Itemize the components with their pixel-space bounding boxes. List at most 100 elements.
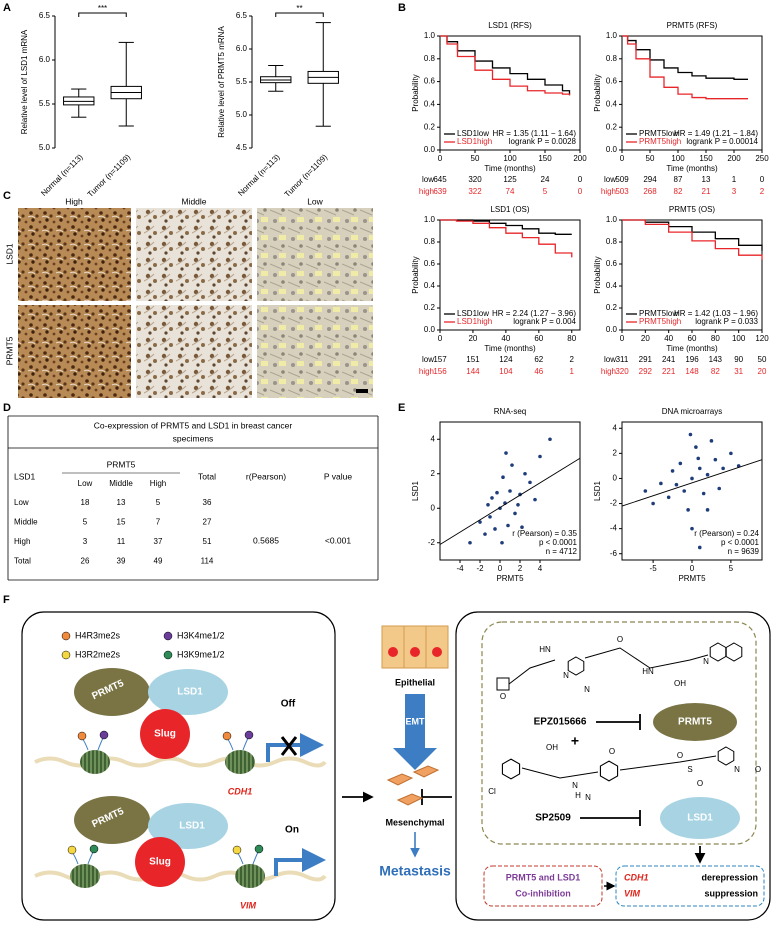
y-tick-label: 0.4 bbox=[424, 281, 436, 290]
risk-count: 1 bbox=[732, 175, 737, 184]
y-tick-label: 0 bbox=[431, 503, 436, 512]
column-label: Low bbox=[307, 196, 323, 206]
ring bbox=[599, 760, 619, 782]
fit-line bbox=[439, 457, 581, 545]
dna bbox=[34, 756, 327, 768]
x-axis-label: PRMT5 bbox=[678, 574, 706, 583]
data-point bbox=[495, 490, 499, 495]
data-point bbox=[516, 503, 520, 507]
data-point bbox=[490, 496, 494, 500]
y-tick-label: 0.2 bbox=[424, 303, 436, 312]
x-axis-label: Time (months) bbox=[484, 344, 536, 353]
ring bbox=[717, 746, 735, 766]
atom-label: N bbox=[563, 671, 569, 680]
data-point bbox=[690, 476, 694, 481]
protein bbox=[660, 797, 740, 839]
table-header: Total bbox=[198, 471, 216, 481]
table-header: High bbox=[150, 479, 166, 488]
x-tick-label: Tumor (n=1109) bbox=[283, 152, 330, 199]
y-tick-label: 0.0 bbox=[424, 325, 436, 334]
state-label: Off bbox=[281, 699, 296, 710]
y-tick-label: 0.8 bbox=[606, 54, 618, 63]
protein-label: Slug bbox=[149, 857, 171, 868]
row-label: LSD1 bbox=[4, 243, 14, 265]
plot-frame bbox=[439, 421, 581, 561]
table-cell: 7 bbox=[156, 518, 161, 527]
data-point bbox=[696, 456, 701, 461]
y-axis-label: Probability bbox=[593, 256, 602, 293]
micrograph bbox=[136, 305, 252, 398]
y-tick-label: 5.5 bbox=[236, 77, 248, 86]
gene-label: CDH1 bbox=[228, 786, 253, 796]
fit-line bbox=[621, 459, 763, 507]
atom-label: N bbox=[734, 765, 740, 774]
protein bbox=[140, 709, 190, 759]
row-label: PRMT5 bbox=[4, 336, 14, 365]
legend-label: H3R2me2s bbox=[75, 649, 121, 659]
y-tick-label: 1.0 bbox=[606, 215, 618, 224]
x-tick-label: 200 bbox=[573, 154, 587, 163]
x-tick-label: -4 bbox=[456, 564, 464, 573]
x-tick-label: 100 bbox=[671, 154, 685, 163]
risk-row-label: low bbox=[422, 175, 434, 184]
x-tick-label: 0 bbox=[438, 154, 443, 163]
data-point bbox=[670, 469, 675, 473]
data-point bbox=[508, 489, 512, 493]
data-point bbox=[488, 515, 492, 519]
x-tick-label: 100 bbox=[732, 334, 746, 343]
table-cell: 3 bbox=[83, 537, 88, 546]
risk-count: 90 bbox=[734, 355, 743, 364]
risk-count: 82 bbox=[711, 367, 720, 376]
y-tick-label: 5.5 bbox=[39, 99, 51, 108]
block-mark bbox=[280, 736, 298, 756]
table-cell: <0.001 bbox=[325, 535, 352, 545]
x-tick-label: 5 bbox=[729, 564, 734, 573]
risk-count: 320 bbox=[615, 367, 629, 376]
x-axis-label: Time (months) bbox=[484, 164, 536, 173]
atom-label: O bbox=[697, 779, 703, 788]
table-header: r(Pearson) bbox=[246, 471, 286, 481]
frame bbox=[455, 611, 771, 921]
state-label: On bbox=[285, 825, 299, 836]
chart-title: DNA microarrays bbox=[662, 407, 722, 416]
data-point bbox=[483, 532, 487, 536]
risk-count: 322 bbox=[468, 187, 482, 196]
table-cell: 15 bbox=[117, 518, 126, 527]
significance: *** bbox=[98, 4, 107, 13]
data-point bbox=[674, 482, 679, 487]
atom-label: N bbox=[584, 685, 590, 694]
data-point bbox=[533, 497, 537, 502]
risk-count: 124 bbox=[499, 355, 513, 364]
y-tick-label: 6.0 bbox=[39, 55, 51, 64]
annotation: logrank P = 0.033 bbox=[695, 317, 758, 326]
y-tick-label: -2 bbox=[610, 499, 618, 508]
protein-label: PRMT5 bbox=[678, 717, 712, 728]
data-point bbox=[548, 437, 552, 442]
data-point bbox=[506, 523, 510, 528]
risk-count: 62 bbox=[534, 355, 543, 364]
y-tick-label: 0.2 bbox=[606, 122, 618, 131]
process-label: EMT bbox=[406, 716, 426, 726]
panel-label: C bbox=[3, 190, 11, 202]
annotation: HR = 1.35 (1.11 − 1.64) bbox=[493, 129, 577, 138]
emt-arrow bbox=[393, 694, 437, 770]
legend-label: PRMT5low bbox=[639, 309, 678, 318]
y-tick-label: 4 bbox=[613, 423, 618, 432]
effect-box bbox=[615, 865, 765, 907]
data-point bbox=[697, 545, 702, 550]
data-point bbox=[478, 520, 482, 524]
data-point bbox=[486, 503, 490, 507]
annotation: r (Pearson) = 0.35 bbox=[512, 529, 577, 538]
legend-label: H4R3me2s bbox=[75, 630, 121, 640]
annotation: HR = 1.42 (1.03 − 1.96) bbox=[674, 309, 758, 318]
risk-count: 0 bbox=[578, 187, 583, 196]
y-tick-label: 1.0 bbox=[606, 31, 618, 40]
bond bbox=[521, 755, 717, 779]
risk-count: 2 bbox=[760, 187, 765, 196]
gene-label: CDH1 bbox=[624, 872, 649, 882]
risk-count: 31 bbox=[734, 367, 743, 376]
risk-count: 13 bbox=[702, 175, 711, 184]
table-cell: 13 bbox=[117, 498, 126, 507]
annotation: p < 0.0001 bbox=[539, 538, 578, 547]
mark-dot bbox=[77, 731, 87, 741]
